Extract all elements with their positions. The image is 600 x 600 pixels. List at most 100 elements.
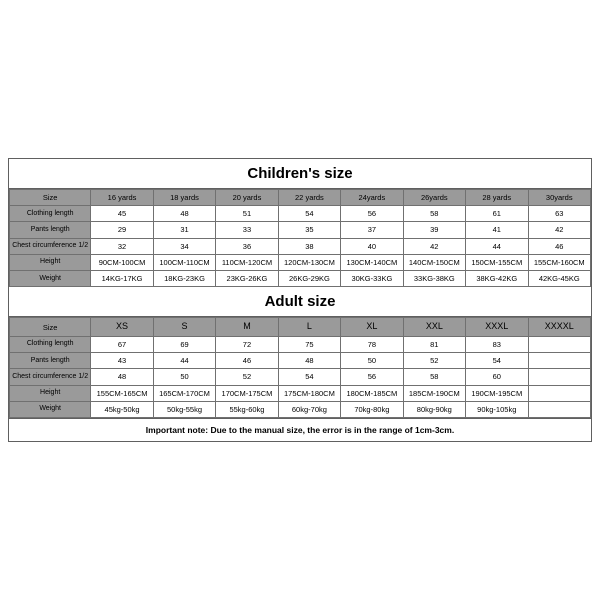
cell: 54 — [278, 369, 340, 385]
cell: 44 — [153, 353, 215, 369]
col-xxxxl: XXXXL — [528, 318, 591, 337]
col-24yards: 24yards — [341, 189, 403, 205]
cell: 83 — [466, 336, 528, 352]
cell: 56 — [341, 206, 403, 222]
cell: 33KG-38KG — [403, 271, 465, 287]
row-label: Weight — [10, 401, 91, 417]
cell: 58 — [403, 369, 465, 385]
col-l: L — [278, 318, 340, 337]
cell: 55kg-60kg — [216, 401, 278, 417]
cell: 46 — [528, 238, 591, 254]
row-label: Height — [10, 385, 91, 401]
col-18yards: 18 yards — [153, 189, 215, 205]
col-xxl: XXL — [403, 318, 465, 337]
cell: 165CM-170CM — [153, 385, 215, 401]
row-label: Pants length — [10, 222, 91, 238]
cell: 81 — [403, 336, 465, 352]
cell — [528, 353, 591, 369]
cell: 100CM-110CM — [153, 254, 215, 270]
col-30yards: 30yards — [528, 189, 591, 205]
cell: 51 — [216, 206, 278, 222]
col-size: Size — [10, 318, 91, 337]
cell: 54 — [466, 353, 528, 369]
col-xs: XS — [91, 318, 153, 337]
cell: 38 — [278, 238, 340, 254]
cell: 60 — [466, 369, 528, 385]
cell: 29 — [91, 222, 153, 238]
cell: 26KG-29KG — [278, 271, 340, 287]
cell: 52 — [403, 353, 465, 369]
row-label: Chest circumference 1/2 — [10, 369, 91, 385]
cell: 175CM-180CM — [278, 385, 340, 401]
cell: 50 — [341, 353, 403, 369]
table-row: Clothing length 67 69 72 75 78 81 83 — [10, 336, 591, 352]
col-xl: XL — [341, 318, 403, 337]
cell: 45kg-50kg — [91, 401, 153, 417]
cell: 52 — [216, 369, 278, 385]
cell: 48 — [153, 206, 215, 222]
table-row: Height 155CM-165CM 165CM-170CM 170CM-175… — [10, 385, 591, 401]
cell — [528, 336, 591, 352]
table-row: Weight 45kg-50kg 50kg-55kg 55kg-60kg 60k… — [10, 401, 591, 417]
cell: 18KG-23KG — [153, 271, 215, 287]
cell: 190CM-195CM — [466, 385, 528, 401]
col-m: M — [216, 318, 278, 337]
cell: 31 — [153, 222, 215, 238]
cell: 70kg-80kg — [341, 401, 403, 417]
cell: 90kg-105kg — [466, 401, 528, 417]
cell: 78 — [341, 336, 403, 352]
children-header-row: Size 16 yards 18 yards 20 yards 22 yards… — [10, 189, 591, 205]
cell: 185CM-190CM — [403, 385, 465, 401]
cell: 48 — [91, 369, 153, 385]
col-20yards: 20 yards — [216, 189, 278, 205]
table-row: Pants length 43 44 46 48 50 52 54 — [10, 353, 591, 369]
cell: 48 — [278, 353, 340, 369]
adult-title: Adult size — [9, 287, 591, 317]
cell: 54 — [278, 206, 340, 222]
cell: 14KG-17KG — [91, 271, 153, 287]
cell: 50 — [153, 369, 215, 385]
col-size: Size — [10, 189, 91, 205]
row-label: Weight — [10, 271, 91, 287]
cell: 45 — [91, 206, 153, 222]
cell: 56 — [341, 369, 403, 385]
table-row: Chest circumference 1/2 32 34 36 38 40 4… — [10, 238, 591, 254]
cell — [528, 401, 591, 417]
children-table: Size 16 yards 18 yards 20 yards 22 yards… — [9, 189, 591, 288]
cell: 42 — [403, 238, 465, 254]
cell: 63 — [528, 206, 591, 222]
cell: 67 — [91, 336, 153, 352]
cell: 120CM-130CM — [278, 254, 340, 270]
table-row: Height 90CM-100CM 100CM-110CM 110CM-120C… — [10, 254, 591, 270]
cell: 35 — [278, 222, 340, 238]
cell: 34 — [153, 238, 215, 254]
cell: 58 — [403, 206, 465, 222]
cell: 130CM-140CM — [341, 254, 403, 270]
cell: 39 — [403, 222, 465, 238]
col-28yards: 28 yards — [466, 189, 528, 205]
row-label: Pants length — [10, 353, 91, 369]
cell: 46 — [216, 353, 278, 369]
size-chart-sheet: Children's size Size 16 yards 18 yards 2… — [8, 158, 592, 442]
cell: 155CM-160CM — [528, 254, 591, 270]
cell: 30KG-33KG — [341, 271, 403, 287]
cell: 41 — [466, 222, 528, 238]
cell: 61 — [466, 206, 528, 222]
cell: 23KG-26KG — [216, 271, 278, 287]
adult-table: Size XS S M L XL XXL XXXL XXXXL Clothing… — [9, 317, 591, 418]
cell: 80kg-90kg — [403, 401, 465, 417]
cell: 60kg-70kg — [278, 401, 340, 417]
cell: 42KG-45KG — [528, 271, 591, 287]
cell: 90CM-100CM — [91, 254, 153, 270]
cell: 75 — [278, 336, 340, 352]
table-row: Pants length 29 31 33 35 37 39 41 42 — [10, 222, 591, 238]
cell: 37 — [341, 222, 403, 238]
cell: 36 — [216, 238, 278, 254]
cell: 43 — [91, 353, 153, 369]
col-s: S — [153, 318, 215, 337]
cell: 155CM-165CM — [91, 385, 153, 401]
cell: 170CM-175CM — [216, 385, 278, 401]
children-title: Children's size — [9, 159, 591, 189]
adult-header-row: Size XS S M L XL XXL XXXL XXXXL — [10, 318, 591, 337]
col-xxxl: XXXL — [466, 318, 528, 337]
